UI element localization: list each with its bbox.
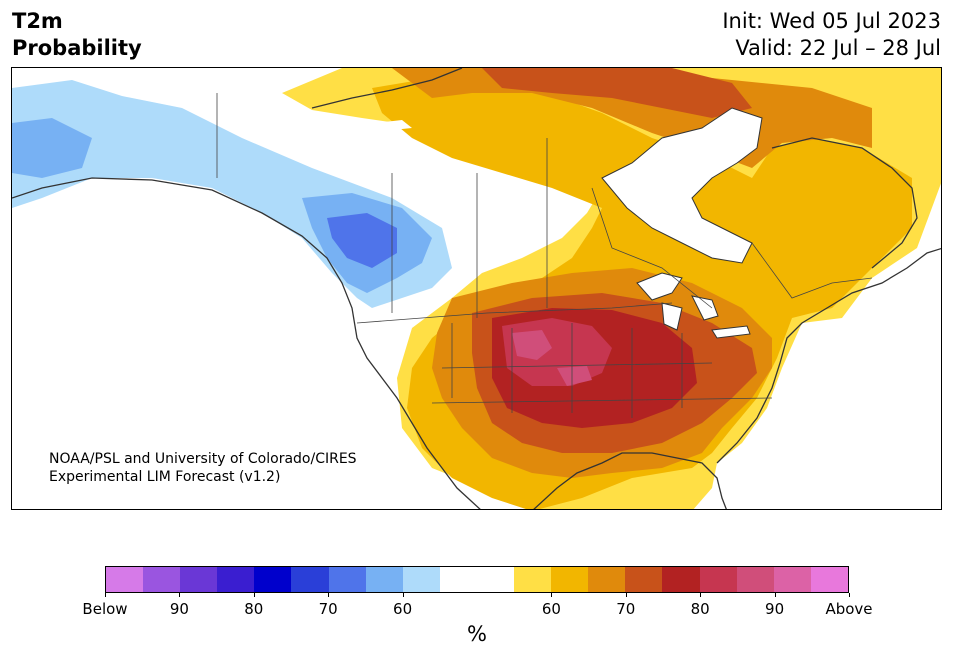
colorbar-segment [254, 567, 292, 592]
great-slave-lake [350, 120, 412, 132]
colorbar-tick-label: 70 [318, 600, 338, 618]
colorbar-segment [180, 567, 218, 592]
colorbar-tick-label: Above [825, 600, 873, 618]
colorbar-tick-mark [774, 593, 776, 597]
colorbar-segment [291, 567, 329, 592]
colorbar-tick-label: Below [82, 600, 128, 618]
colorbar-segment [365, 567, 403, 592]
colorbar-segment [106, 567, 144, 592]
colorbar-segment [328, 567, 366, 592]
colorbar-segment [699, 567, 737, 592]
title-variable: T2m [12, 9, 63, 33]
colorbar-segment [476, 567, 515, 592]
colorbar-tick-label: 70 [616, 600, 636, 618]
colorbar-tick-mark [700, 593, 702, 597]
init-date: Init: Wed 05 Jul 2023 [722, 9, 941, 33]
colorbar-tick-mark [179, 593, 181, 597]
title-type: Probability [12, 36, 142, 60]
colorbar-tick-mark [849, 593, 850, 597]
forecast-dates: Init: Wed 05 Jul 2023 Valid: 22 Jul – 28… [722, 8, 941, 62]
colorbar-tick-label: 90 [169, 600, 189, 618]
colorbar-segment [217, 567, 255, 592]
colorbar-tick-label: 60 [541, 600, 561, 618]
colorbar [105, 566, 849, 593]
colorbar-segment [439, 567, 477, 592]
colorbar-tick-mark [402, 593, 404, 597]
credit-text: NOAA/PSL and University of Colorado/CIRE… [49, 450, 357, 486]
colorbar-unit-label: % [467, 622, 487, 646]
map-title: T2m Probability [12, 8, 142, 62]
political-borders [216, 93, 873, 418]
colorbar-segment [736, 567, 774, 592]
cold-region-mid [12, 118, 432, 293]
colorbar-tick-mark [551, 593, 553, 597]
colorbar-tick-mark [105, 593, 106, 597]
colorbar-segment [625, 567, 663, 592]
colorbar-tick-label: 80 [244, 600, 264, 618]
credit-line-1: NOAA/PSL and University of Colorado/CIRE… [49, 451, 357, 467]
colorbar-tick-label: 90 [765, 600, 785, 618]
colorbar-segment [143, 567, 181, 592]
great-lakes [636, 272, 751, 339]
colorbar-tick-mark [328, 593, 330, 597]
cold-region-dark [327, 213, 397, 268]
colorbar-segment [514, 567, 552, 592]
colorbar-segment [773, 567, 811, 592]
valid-range: Valid: 22 Jul – 28 Jul [735, 36, 941, 60]
colorbar-segment [810, 567, 848, 592]
map-panel [11, 67, 942, 510]
colorbar-segment [588, 567, 626, 592]
colorbar-tick-label: 60 [393, 600, 413, 618]
colorbar-segment [551, 567, 589, 592]
probability-map [12, 68, 941, 509]
coastlines [12, 68, 941, 509]
colorbar-segment [402, 567, 440, 592]
colorbar-segment [662, 567, 700, 592]
credit-line-2: Experimental LIM Forecast (v1.2) [49, 469, 281, 485]
hudson-bay [601, 107, 763, 264]
colorbar-tick-mark [625, 593, 627, 597]
colorbar-tick-label: 80 [690, 600, 710, 618]
colorbar-tick-mark [253, 593, 255, 597]
